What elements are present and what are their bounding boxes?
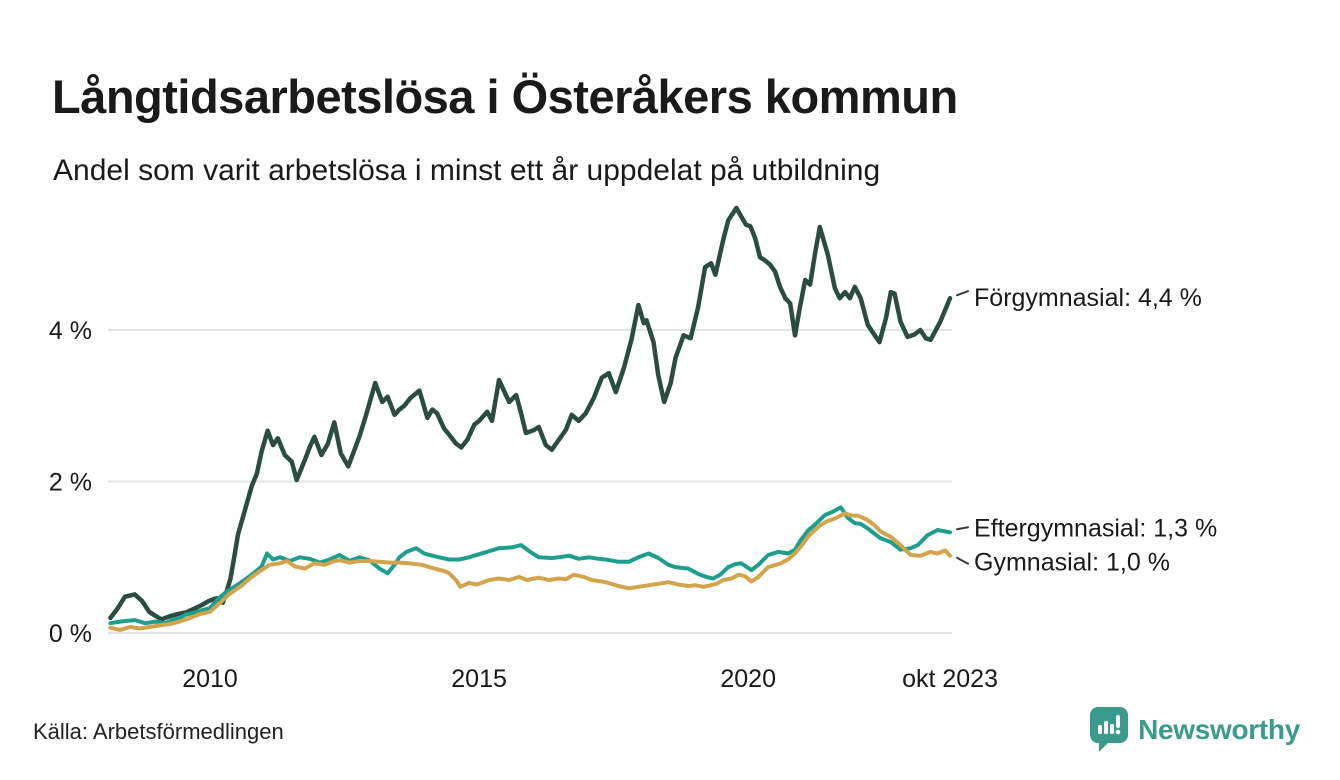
x-tick-label: okt 2023 <box>902 665 998 693</box>
series-annotation-forgymnasial: Förgymnasial: 4,4 % <box>974 284 1202 312</box>
series-annotation-gymnasial: Gymnasial: 1,0 % <box>974 549 1170 577</box>
annotation-connector-forgymnasial <box>956 290 970 297</box>
series-line-forgymnasial <box>108 205 953 622</box>
newsworthy-chart-bubble-icon <box>1089 706 1130 753</box>
y-tick-label-4: 4 % <box>49 317 92 345</box>
series-line-gymnasial <box>108 511 952 632</box>
source-note: Källa: Arbetsförmedlingen <box>33 719 284 744</box>
page-subtitle: Andel som varit arbetslösa i minst ett å… <box>53 154 881 187</box>
newsworthy-wordmark: Newsworthy <box>1138 713 1300 745</box>
y-tick-label-2: 2 % <box>49 469 92 497</box>
series-annotation-eftergymnasial: Eftergymnasial: 1,3 % <box>974 514 1217 542</box>
x-tick-label: 2015 <box>451 665 507 693</box>
x-tick-label: 2020 <box>720 665 776 693</box>
annotation-connector-gymnasial <box>956 556 970 565</box>
y-tick-label-0: 0 % <box>49 620 92 648</box>
annotation-connector-eftergymnasial <box>956 526 970 531</box>
page-title: Långtidsarbetslösa i Österåkers kommun <box>52 70 958 124</box>
series-line-eftergymnasial <box>108 505 952 626</box>
x-tick-label: 2010 <box>182 665 238 693</box>
newsworthy-logo: Newsworthy <box>1089 706 1300 753</box>
